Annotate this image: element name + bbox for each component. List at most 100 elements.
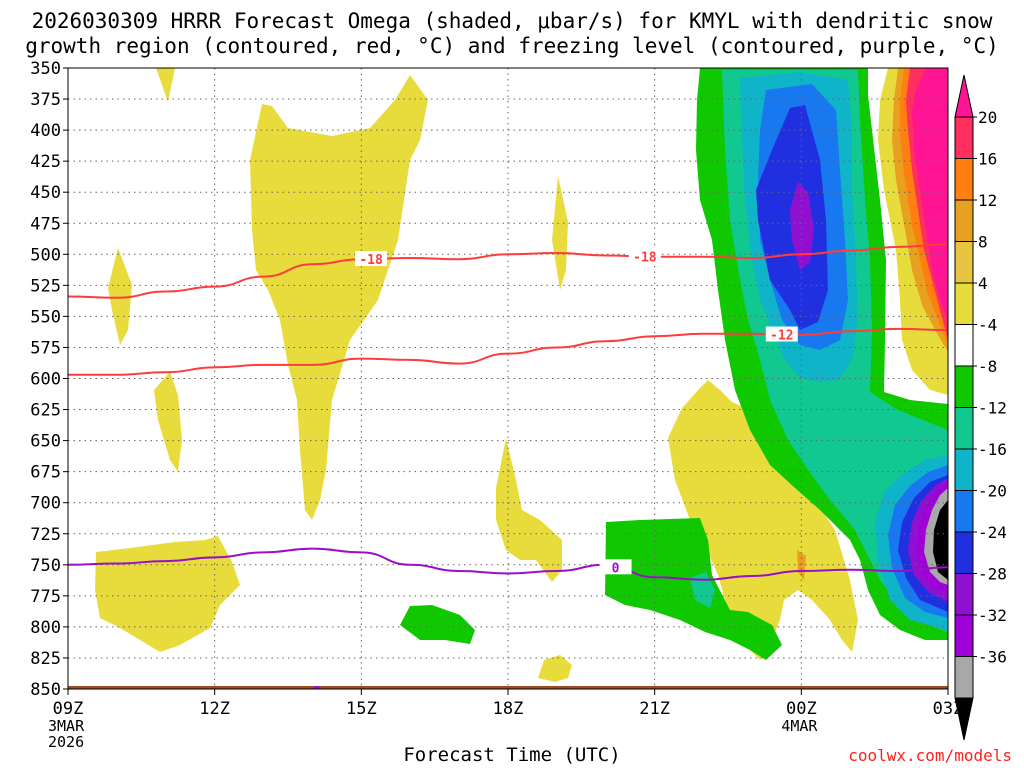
contour-label: -18 [359,253,383,268]
x-tick-label: 03Z [933,699,964,719]
colorbar-label: 8 [978,233,988,252]
contour-line [68,243,948,299]
omega-minimum-region [933,500,948,580]
contour-label-bg [765,326,798,342]
x-tick-label: 18Z [493,699,524,719]
y-tick-label: 475 [30,214,61,234]
y-tick-label: 625 [30,401,61,421]
y-tick-label: 650 [30,432,61,452]
y-tick-label: 750 [30,556,61,576]
contour-lines: -18 -18 -12 0 [68,243,948,581]
y-tick-label: 375 [30,90,61,110]
omega-positive-region [250,75,428,520]
colorbar-segment [954,116,974,159]
omega-positive-region [108,248,132,345]
omega-positive-region [154,372,182,472]
y-tick-label: 575 [30,338,61,358]
omega-positive-region [797,550,806,580]
y-axis: 350 375 400 425 450 475 500 525 550 575 600 625 650 6… [30,59,68,700]
contour-line [68,327,948,376]
x-tick-sublabel: 2026 [48,733,84,751]
x-tick-label: 21Z [639,699,670,719]
colorbar-segment [954,241,974,284]
y-tick-label: 400 [30,121,61,141]
colorbar-min-arrow [954,697,974,741]
omega-negative-region [400,605,475,644]
colorbar: 20 16 12 8 4 -4 -8 -12 -16 -20 -24 -28 -32 -36 [954,74,1007,741]
omega-positive-region [552,176,568,290]
colorbar-label: 12 [978,191,997,210]
colorbar-segment [954,365,974,408]
colorbar-label: 20 [978,108,997,127]
contour-line [68,547,948,581]
omega-positive-region [156,68,175,102]
colorbar-segment [954,448,974,491]
x-tick-label: 15Z [346,699,377,719]
x-tick-label: 00Z [786,699,817,719]
x-tick-label: 09Z [53,699,84,719]
x-axis-title: Forecast Time (UTC) [403,744,621,766]
y-tick-label: 775 [30,587,61,607]
omega-positive-region [538,655,572,682]
colorbar-label: -28 [978,565,1007,584]
y-tick-label: 700 [30,494,61,514]
y-tick-label: 425 [30,152,61,172]
omega-negative-region [690,572,715,608]
y-tick-label: 850 [30,680,61,700]
contour-label-bg [355,251,388,267]
contour-label: -18 [633,251,657,266]
x-tick-sublabel: 4MAR [781,717,818,735]
colorbar-segment [954,614,974,657]
colorbar-segment [954,573,974,616]
y-tick-label: 800 [30,618,61,638]
colorbar-label: -12 [978,399,1007,418]
colorbar-segment [954,324,974,367]
contour-label-bg [599,559,632,575]
colorbar-label: -32 [978,606,1007,625]
plot-area: -18 -18 -12 0 [68,68,948,689]
omega-shading [95,68,948,682]
y-tick-label: 825 [30,649,61,669]
colorbar-segment [954,199,974,242]
colorbar-segment [954,490,974,533]
colorbar-label: 16 [978,150,997,169]
colorbar-label: 4 [978,274,988,293]
y-tick-label: 525 [30,276,61,296]
grid-lines [68,68,948,689]
colorbar-max-arrow [954,74,974,118]
y-tick-label: 675 [30,463,61,483]
colorbar-segment [954,407,974,450]
contour-label: 0 [612,561,620,576]
omega-negative-region [790,182,814,270]
x-tick-sublabel: 3MAR [48,717,85,735]
colorbar-segment [954,656,974,699]
colorbar-label: -4 [978,316,997,335]
credit-link[interactable]: coolwx.com/models [848,746,1012,765]
colorbar-label: -24 [978,523,1007,542]
colorbar-segment [954,282,974,325]
y-tick-label: 600 [30,370,61,390]
colorbar-label: -8 [978,357,997,376]
terrain-strip [68,686,948,689]
chart-title-line1: 2026030309 HRRR Forecast Omega (shaded, … [31,9,993,33]
contour-label: -12 [770,329,793,344]
y-tick-label: 350 [30,59,61,79]
y-tick-label: 500 [30,245,61,265]
colorbar-segment [954,158,974,201]
omega-positive-region [668,380,858,660]
y-tick-label: 550 [30,307,61,327]
y-tick-label: 450 [30,183,61,203]
colorbar-label: -36 [978,648,1007,667]
colorbar-label: -16 [978,440,1007,459]
colorbar-segment [954,531,974,574]
omega-positive-region [496,438,562,582]
terrain-marker [314,686,320,689]
contour-label-bg [628,248,661,264]
colorbar-label: -20 [978,482,1007,501]
chart-title-line2: growth region (contoured, red, °C) and f… [25,34,999,58]
omega-maximum-region [912,68,948,320]
x-tick-label: 12Z [199,699,230,719]
omega-positive-region [95,536,240,652]
